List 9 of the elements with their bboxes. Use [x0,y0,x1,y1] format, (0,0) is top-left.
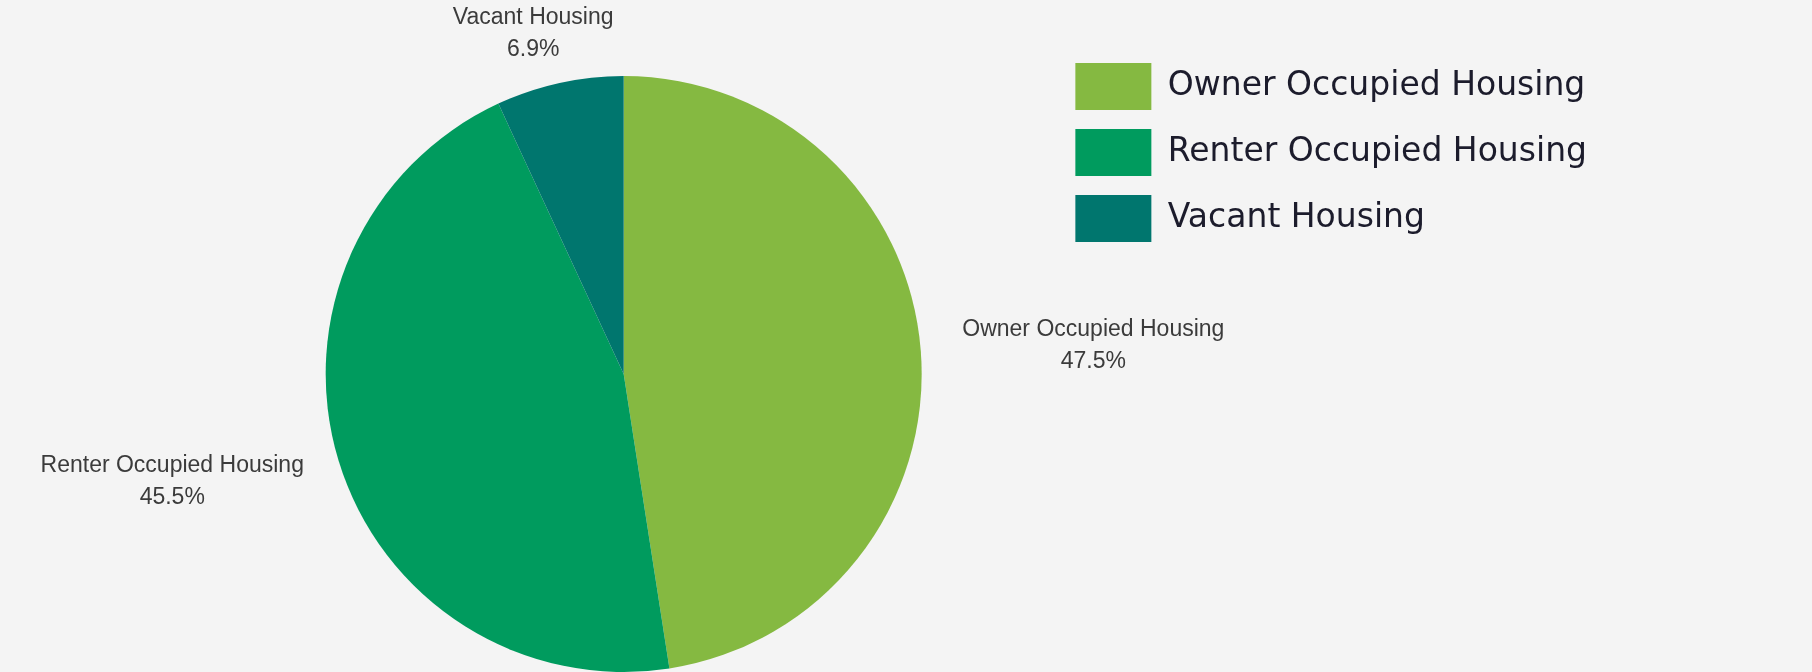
slice-label: Vacant Housing [452,3,614,30]
legend-label: Renter Occupied Housing [1167,130,1587,170]
data-label: 6.9% [506,35,560,62]
data-label: 45.5% [139,483,205,510]
slice-label: Owner Occupied Housing [962,314,1225,341]
slice-label: Renter Occupied Housing [40,451,304,478]
data-label: 47.5% [1060,346,1126,373]
legend-label: Vacant Housing [1167,196,1425,236]
legend-label: Owner Occupied Housing [1167,64,1586,104]
